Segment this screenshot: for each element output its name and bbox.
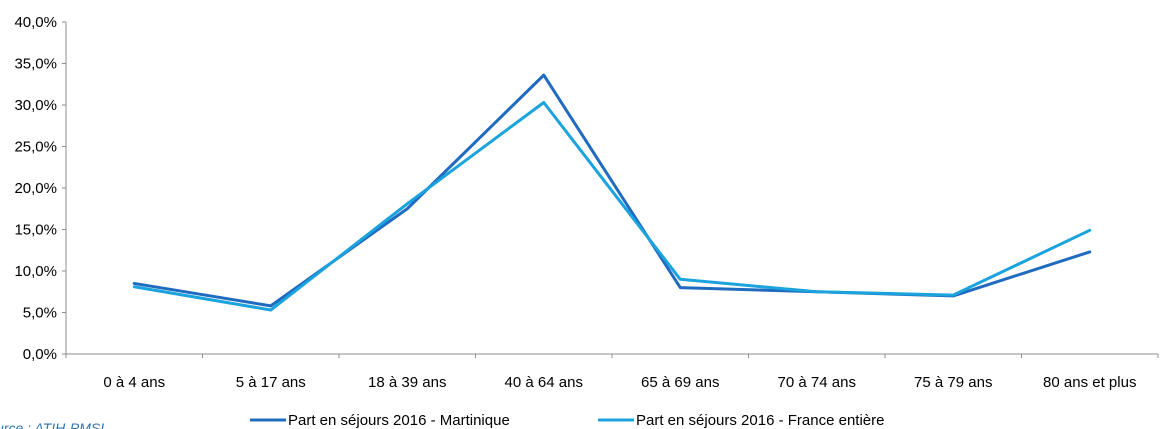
x-tick-label: 40 à 64 ans bbox=[505, 374, 583, 391]
y-tick-label: 15,0% bbox=[14, 222, 57, 239]
legend-label-1: Part en séjours 2016 - Martinique bbox=[288, 412, 510, 429]
x-tick-label: 80 ans et plus bbox=[1043, 374, 1136, 391]
source-note: urce : ATIH-PMSI bbox=[0, 420, 104, 429]
y-tick-label: 10,0% bbox=[14, 263, 57, 280]
x-tick-label: 65 à 69 ans bbox=[641, 374, 719, 391]
legend: Part en séjours 2016 - Martinique Part en… bbox=[250, 412, 884, 429]
x-tick-label: 0 à 4 ans bbox=[103, 374, 165, 391]
legend-label-2: Part en séjours 2016 - France entière bbox=[636, 412, 884, 429]
y-tick-label: 25,0% bbox=[14, 139, 57, 156]
y-tick-label: 35,0% bbox=[14, 56, 57, 73]
y-tick-label: 5,0% bbox=[23, 305, 57, 322]
y-tick-label: 0,0% bbox=[23, 346, 57, 363]
x-tick-label: 18 à 39 ans bbox=[368, 374, 446, 391]
y-axis-tick-labels: 0,0% 5,0% 10,0% 15,0% 20,0% 25,0% 30,0% 35,0% 40… bbox=[14, 14, 66, 363]
x-axis-tick-labels: 0 à 4 ans 5 à 17 ans 18 à 39 ans 40 à 64 an… bbox=[65, 354, 1159, 391]
x-tick-label: 5 à 17 ans bbox=[236, 374, 306, 391]
x-tick-label: 70 à 74 ans bbox=[778, 374, 856, 391]
y-tick-label: 30,0% bbox=[14, 97, 57, 114]
y-tick-label: 20,0% bbox=[14, 180, 57, 197]
y-tick-label: 40,0% bbox=[14, 14, 57, 31]
series-lines bbox=[132, 73, 1092, 312]
x-tick-label: 75 à 79 ans bbox=[914, 374, 992, 391]
series-line-2 bbox=[132, 101, 1092, 312]
